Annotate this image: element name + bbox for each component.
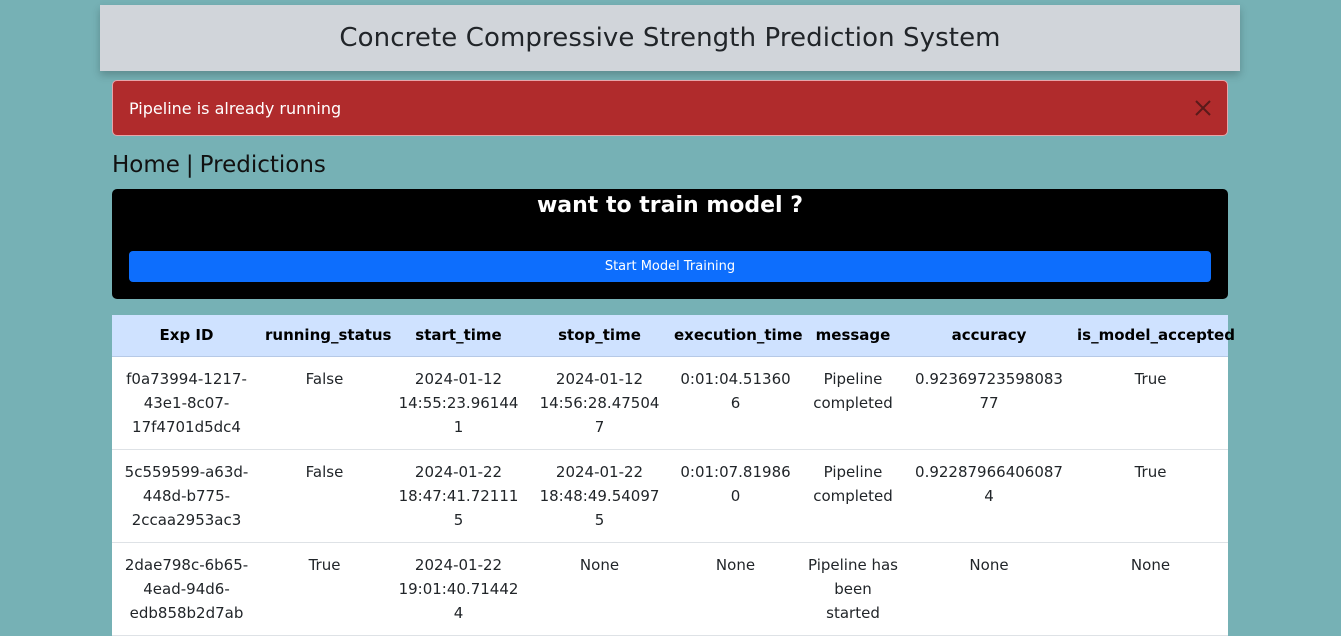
table-row: 2dae798c-6b65-4ead-94d6-edb858b2d7ab Tru… [112, 542, 1228, 636]
cell-accuracy: None [905, 542, 1073, 636]
cell-is-model-accepted: True [1073, 356, 1228, 450]
cell-start-time: 2024-01-12 14:55:23.961441 [388, 356, 529, 450]
error-alert: Pipeline is already running [112, 80, 1228, 136]
table-header-row: Exp ID running_status start_time stop_ti… [112, 315, 1235, 357]
column-header: is_model_accepted [1073, 315, 1235, 357]
cell-is-model-accepted: True [1073, 449, 1228, 543]
cell-message: Pipeline completed [801, 356, 905, 450]
column-header: execution_time [670, 315, 803, 357]
cell-accuracy: 0.9236972359808377 [905, 356, 1073, 450]
cell-is-model-accepted: None [1073, 542, 1228, 636]
column-header: message [801, 315, 905, 357]
page-title: Concrete Compressive Strength Prediction… [339, 23, 1001, 53]
cell-execution-time: None [670, 542, 801, 636]
nav-link-predictions[interactable]: Predictions [199, 152, 326, 178]
cell-message: Pipeline completed [801, 449, 905, 543]
cell-start-time: 2024-01-22 19:01:40.714424 [388, 542, 529, 636]
app-header: Concrete Compressive Strength Prediction… [100, 5, 1240, 71]
cell-accuracy: 0.922879664060874 [905, 449, 1073, 543]
cell-exp-id: 2dae798c-6b65-4ead-94d6-edb858b2d7ab [112, 542, 261, 636]
train-model-panel: want to train model ? Start Model Traini… [112, 189, 1228, 299]
train-panel-title: want to train model ? [536, 193, 804, 218]
table-row: f0a73994-1217-43e1-8c07-17f4701d5dc4 Fal… [112, 356, 1228, 450]
column-header: accuracy [905, 315, 1073, 357]
cell-running-status: False [261, 449, 388, 543]
nav-separator: | [185, 152, 194, 178]
nav-link-home[interactable]: Home [112, 152, 180, 178]
cell-running-status: True [261, 542, 388, 636]
cell-stop-time: None [529, 542, 670, 636]
breadcrumb: Home | Predictions [112, 152, 326, 178]
experiments-table-container: Exp ID running_status start_time stop_ti… [112, 315, 1235, 636]
close-icon[interactable] [1191, 96, 1215, 120]
cell-start-time: 2024-01-22 18:47:41.721115 [388, 449, 529, 543]
table-row: 5c559599-a63d-448d-b775-2ccaa2953ac3 Fal… [112, 449, 1228, 543]
column-header: start_time [388, 315, 529, 357]
cell-message: Pipeline has been started [801, 542, 905, 636]
alert-message: Pipeline is already running [129, 98, 342, 118]
experiments-table: Exp ID running_status start_time stop_ti… [112, 315, 1235, 636]
cell-stop-time: 2024-01-12 14:56:28.475047 [529, 356, 670, 450]
cell-running-status: False [261, 356, 388, 450]
start-training-button[interactable]: Start Model Training [129, 251, 1211, 282]
column-header: stop_time [529, 315, 670, 357]
column-header: Exp ID [112, 315, 261, 357]
column-header: running_status [261, 315, 392, 357]
cell-exp-id: f0a73994-1217-43e1-8c07-17f4701d5dc4 [112, 356, 261, 450]
cell-stop-time: 2024-01-22 18:48:49.540975 [529, 449, 670, 543]
cell-exp-id: 5c559599-a63d-448d-b775-2ccaa2953ac3 [112, 449, 261, 543]
cell-execution-time: 0:01:04.513606 [670, 356, 801, 450]
cell-execution-time: 0:01:07.819860 [670, 449, 801, 543]
